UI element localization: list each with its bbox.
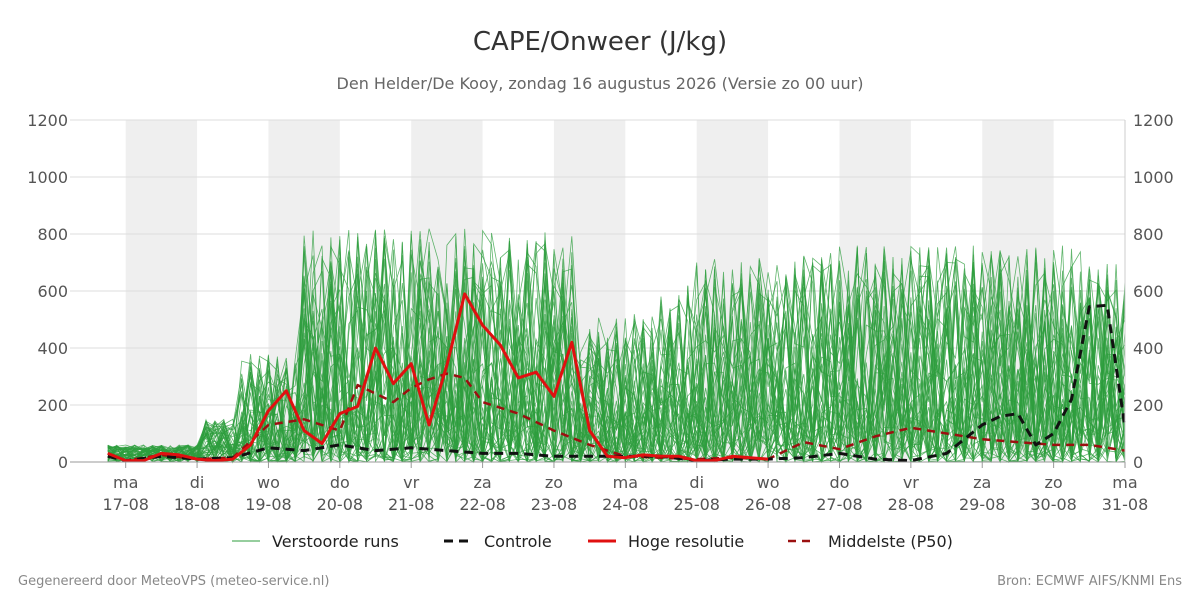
y-tick-label-right: 600 <box>1133 282 1164 301</box>
x-tick-date-label: 23-08 <box>531 495 578 514</box>
y-tick-label-right: 0 <box>1133 453 1143 472</box>
y-tick-label-left: 1200 <box>27 111 68 130</box>
series-line-middelste-p50 <box>107 372 1126 462</box>
legend: Verstoorde runs Controle Hoge resolutie Mid… <box>232 532 953 551</box>
x-tick-date-label: 22-08 <box>459 495 506 514</box>
series-line-controle <box>107 303 1127 463</box>
x-tick-date-label: 19-08 <box>245 495 292 514</box>
y-tick-label-right: 400 <box>1133 339 1164 358</box>
x-tick-day-label: za <box>473 473 491 492</box>
x-tick-day-label: ma <box>1112 473 1137 492</box>
axes: 0 0 200 200 400 400 600 600 800 800 1000 1000 1200 12… <box>27 111 1173 514</box>
y-tick-label-right: 800 <box>1133 225 1164 244</box>
x-tick-date-label: 21-08 <box>388 495 435 514</box>
x-tick-date-label: 20-08 <box>317 495 364 514</box>
x-tick-day-label: vr <box>403 473 419 492</box>
main-series <box>107 292 1127 463</box>
footer-left: Gegenereerd door MeteoVPS (meteo-service… <box>18 574 329 589</box>
x-tick-day-label: di <box>190 473 205 492</box>
x-tick-day-label: zo <box>1045 473 1063 492</box>
footer-right: Bron: ECMWF AIFS/KNMI Ens <box>997 574 1182 589</box>
x-tick-day-label: ma <box>113 473 138 492</box>
x-tick-date-label: 25-08 <box>673 495 720 514</box>
legend-label: Middelste (P50) <box>828 532 953 551</box>
ensemble-run-line <box>107 233 1126 464</box>
y-tick-label-left: 400 <box>37 339 68 358</box>
y-tick-label-left: 0 <box>58 453 68 472</box>
x-tick-date-label: 31-08 <box>1102 495 1149 514</box>
y-tick-label-right: 1200 <box>1133 111 1174 130</box>
legend-label: Controle <box>484 532 552 551</box>
x-tick-day-label: vr <box>903 473 919 492</box>
ensemble-run-line <box>107 264 1126 464</box>
x-tick-date-label: 29-08 <box>959 495 1006 514</box>
y-tick-label-left: 1000 <box>27 168 68 187</box>
x-tick-date-label: 24-08 <box>602 495 649 514</box>
x-tick-date-label: 28-08 <box>888 495 935 514</box>
y-tick-label-right: 200 <box>1133 396 1164 415</box>
x-tick-day-label: di <box>689 473 704 492</box>
y-tick-label-left: 200 <box>37 396 68 415</box>
x-tick-day-label: zo <box>545 473 563 492</box>
x-tick-day-label: do <box>830 473 850 492</box>
y-tick-label-right: 1000 <box>1133 168 1174 187</box>
x-tick-date-label: 26-08 <box>745 495 792 514</box>
chart-subtitle: Den Helder/De Kooy, zondag 16 augustus 2… <box>337 74 864 93</box>
legend-label: Hoge resolutie <box>628 532 744 551</box>
x-tick-day-label: za <box>973 473 991 492</box>
x-tick-day-label: ma <box>613 473 638 492</box>
x-tick-day-label: do <box>330 473 350 492</box>
ensemble-run-line <box>107 241 1126 463</box>
x-tick-date-label: 17-08 <box>102 495 149 514</box>
x-tick-date-label: 18-08 <box>174 495 221 514</box>
y-tick-label-left: 800 <box>37 225 68 244</box>
legend-label: Verstoorde runs <box>272 532 399 551</box>
x-tick-day-label: wo <box>757 473 780 492</box>
series-line-hoge-resolutie <box>107 292 769 463</box>
x-tick-date-label: 27-08 <box>816 495 863 514</box>
ensemble-run-line <box>107 240 1126 464</box>
y-tick-label-left: 600 <box>37 282 68 301</box>
x-tick-date-label: 30-08 <box>1030 495 1077 514</box>
x-tick-day-label: wo <box>257 473 280 492</box>
chart-title: CAPE/Onweer (J/kg) <box>473 27 727 57</box>
